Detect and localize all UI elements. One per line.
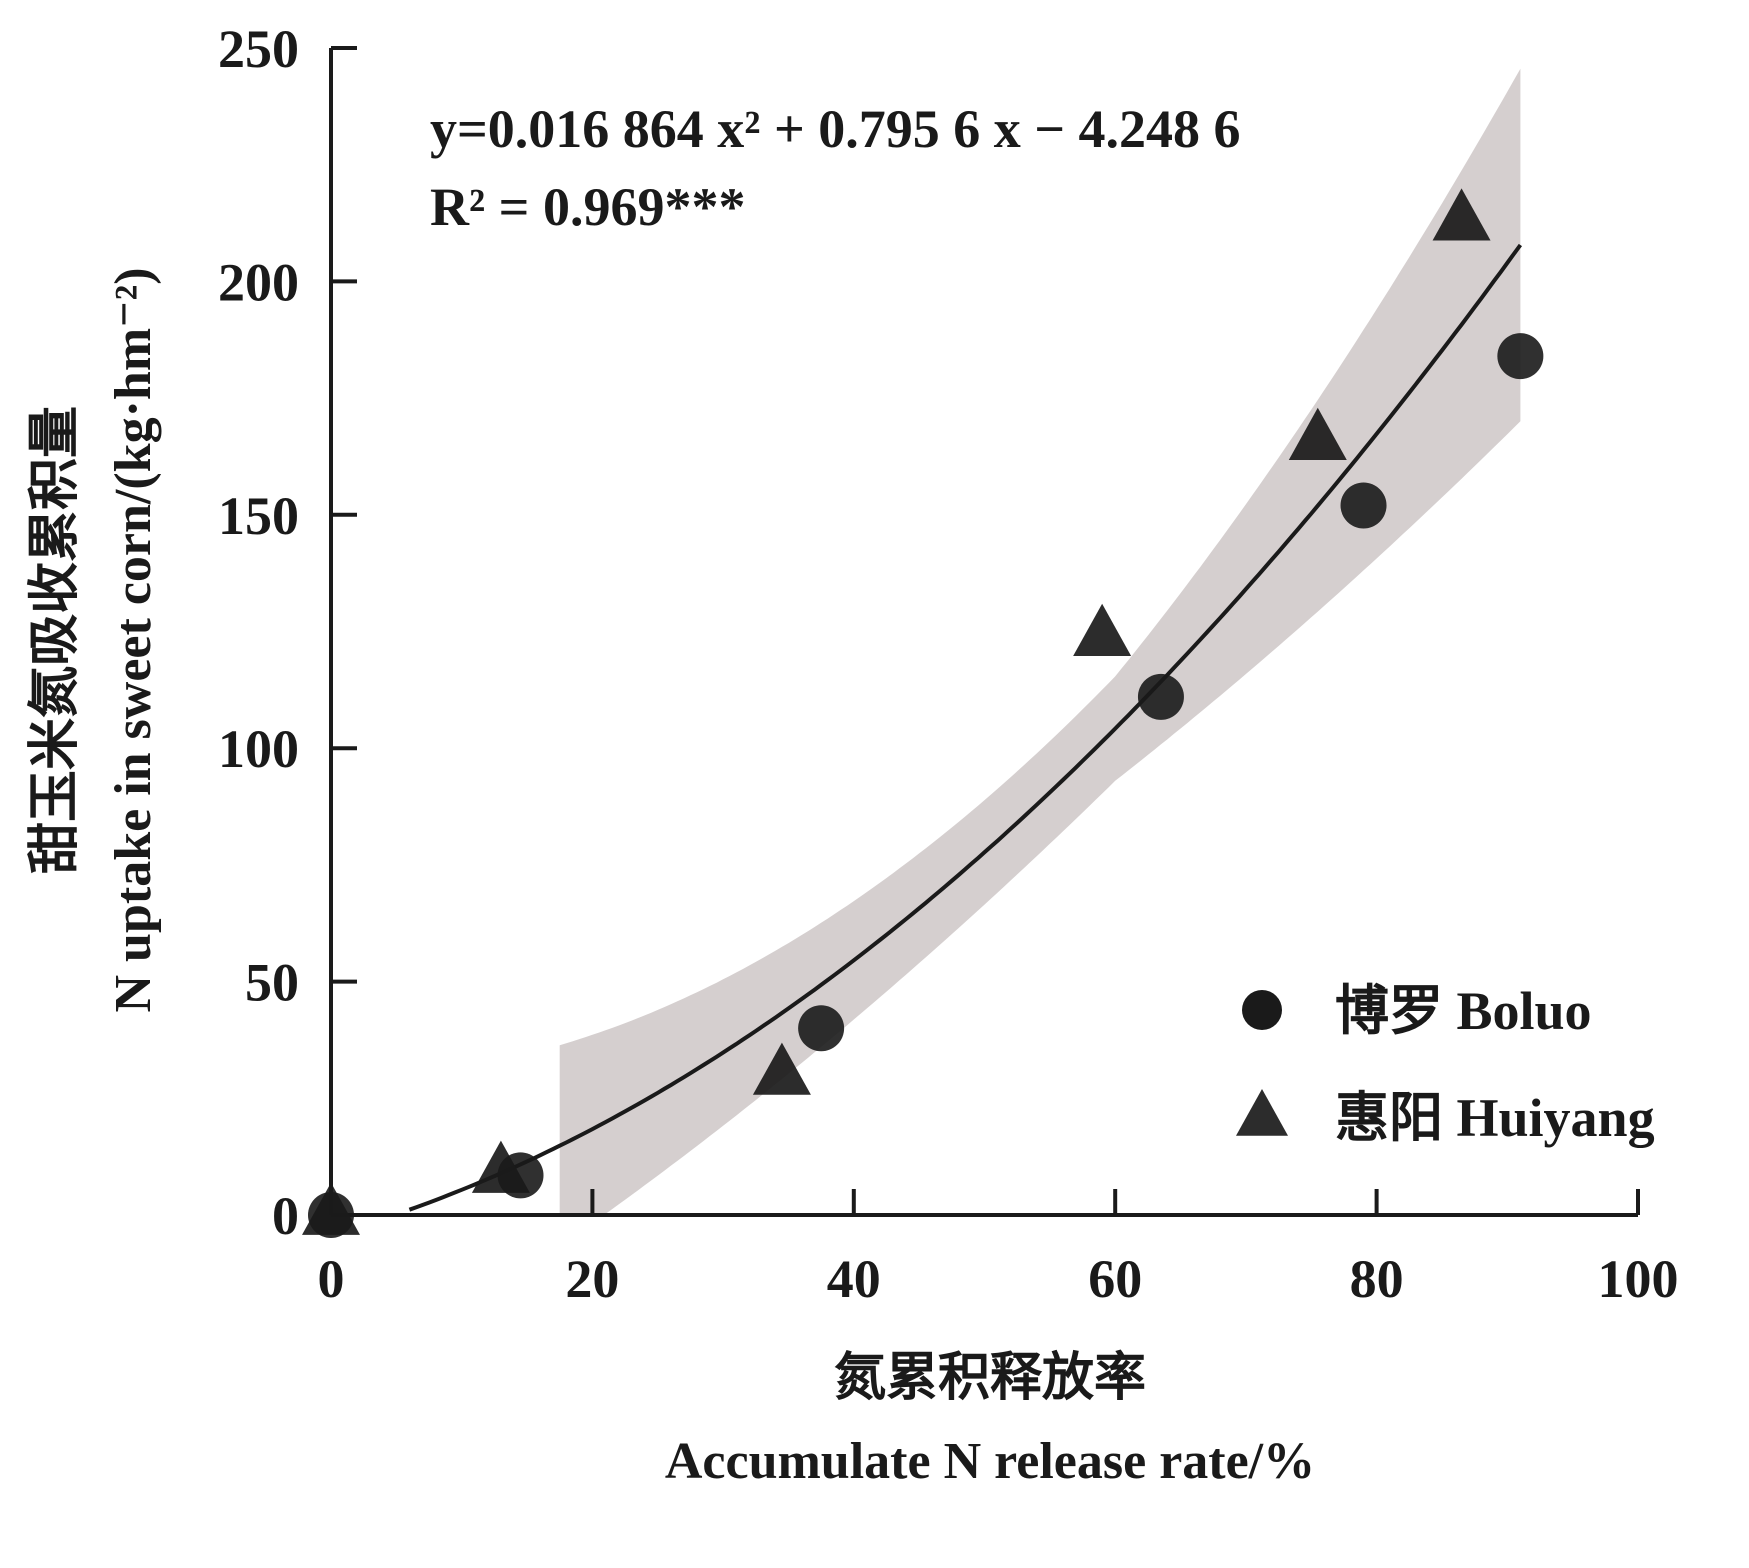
huiyang-point bbox=[302, 1182, 360, 1235]
fit-r-squared: R² = 0.969*** bbox=[430, 177, 745, 237]
legend-triangle-marker bbox=[1236, 1088, 1288, 1136]
y-axis-title-en: N uptake in sweet corn/(kg·hm⁻²) bbox=[105, 267, 162, 1012]
fit-equation: y=0.016 864 x² + 0.795 6 x − 4.248 6 bbox=[430, 99, 1241, 159]
y-axis-title-cn: 甜玉米氮吸收累积量 bbox=[26, 406, 84, 874]
huiyang-point bbox=[471, 1140, 530, 1193]
y-tick-label: 150 bbox=[218, 486, 299, 546]
y-tick-label: 250 bbox=[218, 19, 299, 79]
fit-curve bbox=[408, 243, 1523, 1212]
confidence-band-layer bbox=[559, 68, 1521, 1216]
boluo-point bbox=[798, 1005, 845, 1052]
legend-label-huiyang: 惠阳 Huiyang bbox=[1335, 1088, 1655, 1148]
x-tick-label: 60 bbox=[1088, 1249, 1142, 1309]
axes: 0 20 40 60 80 100 0 50 100 150 200 250 bbox=[218, 19, 1679, 1309]
y-tick-label: 50 bbox=[245, 953, 299, 1013]
x-tick-label: 20 bbox=[565, 1249, 619, 1309]
x-tick-label: 100 bbox=[1598, 1249, 1679, 1309]
x-tick-label: 80 bbox=[1350, 1249, 1404, 1309]
huiyang-point bbox=[1432, 188, 1491, 241]
huiyang-point bbox=[1288, 407, 1347, 460]
boluo-point bbox=[1497, 333, 1544, 380]
huiyang-point bbox=[1073, 603, 1132, 657]
legend-label-boluo: 博罗 Boluo bbox=[1335, 981, 1592, 1041]
y-tick-label: 200 bbox=[218, 252, 299, 312]
x-tick-label: 0 bbox=[318, 1249, 345, 1309]
x-axis-title-cn: 氮累积释放率 bbox=[834, 1349, 1146, 1407]
x-tick-label: 40 bbox=[827, 1249, 881, 1309]
legend-circle-marker bbox=[1242, 990, 1282, 1030]
y-tick-label: 100 bbox=[218, 719, 299, 779]
legend: 博罗 Boluo 惠阳 Huiyang bbox=[1236, 981, 1655, 1148]
confidence-band bbox=[559, 68, 1521, 1216]
fit-curve-layer bbox=[408, 243, 1523, 1212]
boluo-point bbox=[1340, 482, 1387, 529]
data-points bbox=[302, 188, 1544, 1238]
boluo-point bbox=[1137, 673, 1184, 720]
x-axis-title-en: Accumulate N release rate/% bbox=[665, 1433, 1315, 1490]
y-tick-label: 0 bbox=[272, 1186, 299, 1246]
huiyang-point bbox=[752, 1042, 811, 1095]
